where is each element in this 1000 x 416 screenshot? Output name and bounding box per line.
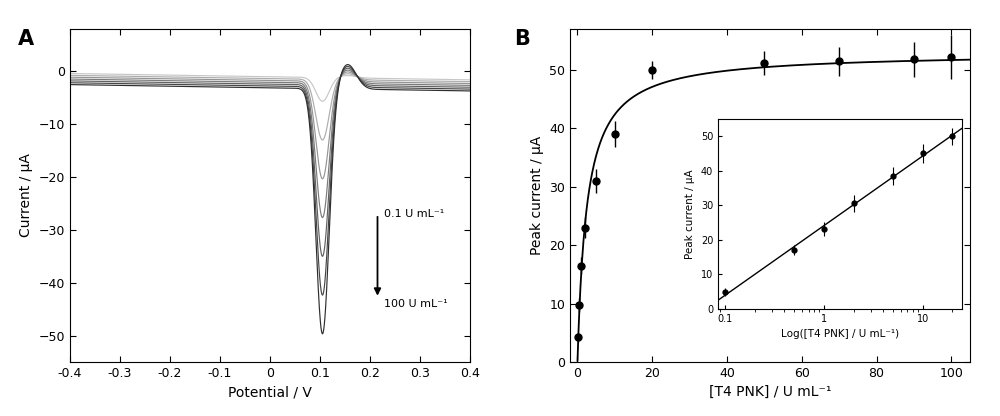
Y-axis label: Current / μA: Current / μA bbox=[19, 154, 33, 238]
Text: 0.1 U mL⁻¹: 0.1 U mL⁻¹ bbox=[384, 209, 444, 219]
X-axis label: [T4 PNK] / U mL⁻¹: [T4 PNK] / U mL⁻¹ bbox=[709, 385, 831, 399]
Text: B: B bbox=[514, 29, 530, 49]
Text: 100 U mL⁻¹: 100 U mL⁻¹ bbox=[384, 299, 448, 309]
Text: A: A bbox=[18, 29, 34, 49]
Y-axis label: Peak current / μA: Peak current / μA bbox=[530, 136, 544, 255]
X-axis label: Potential / V: Potential / V bbox=[228, 385, 312, 399]
